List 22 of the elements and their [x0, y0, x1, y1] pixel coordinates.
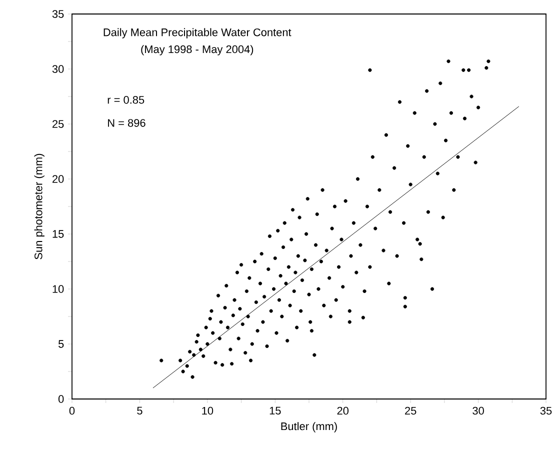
y-tick-label: 30: [52, 65, 64, 73]
x-tick-label: 25: [405, 406, 416, 415]
x-tick-label: 5: [137, 406, 142, 414]
annotation: N = 896: [108, 119, 146, 127]
x-tick-label: 15: [270, 406, 281, 414]
y-tick-label: 10: [52, 285, 64, 293]
text: (May 1998 - May 2004): [141, 45, 254, 56]
y-tick-label: 0: [58, 395, 64, 403]
text: Daily Mean Precipitable Water Content: [104, 28, 292, 38]
x-tick-label: 30: [472, 406, 484, 415]
x-tick-label: 0: [69, 406, 75, 415]
x-tick-label: 20: [337, 406, 349, 415]
y-tick-label: 20: [52, 175, 64, 183]
x-axis-title: Butler (mm): [281, 422, 337, 432]
annotation: r = 0.85: [108, 96, 144, 104]
y-tick-label: 25: [52, 120, 64, 128]
y-tick-label: 5: [58, 340, 64, 348]
y-axis-title: Sun photometer (mm): [34, 154, 44, 260]
y-tick-label: 35: [52, 10, 64, 18]
x-tick-label: 10: [202, 406, 214, 415]
x-tick-label: 35: [540, 406, 552, 415]
y-tick-label: 15: [52, 230, 64, 238]
